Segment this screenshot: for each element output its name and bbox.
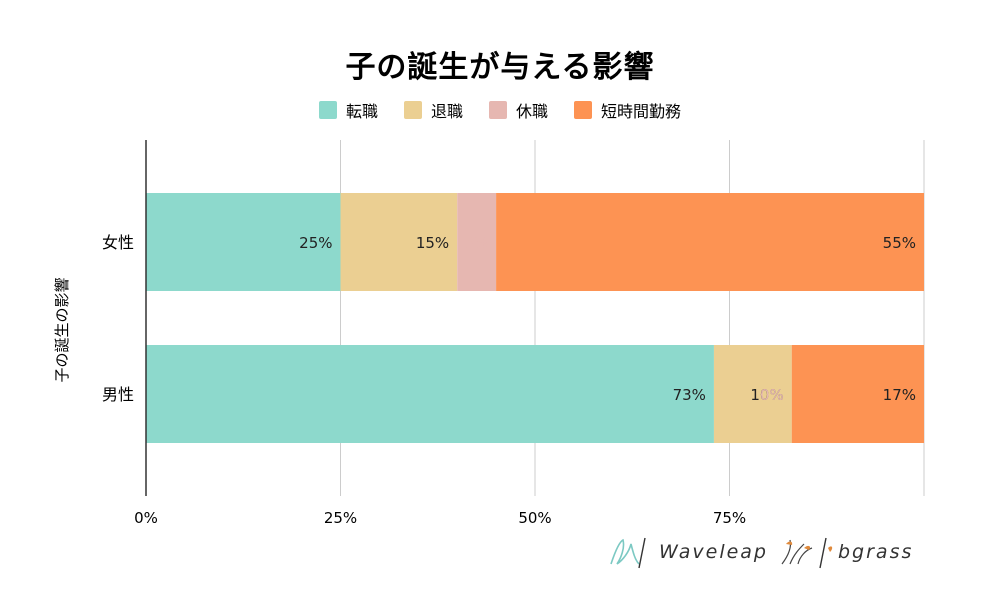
legend-label-1: 転職 — [345, 102, 378, 121]
data-label-1-3: 17% — [883, 386, 916, 404]
category-label-0: 女性 — [102, 233, 134, 252]
legend-item-1: 転職 — [318, 98, 378, 122]
legend-item-3: 休職 — [489, 98, 548, 122]
waveleap-logo-text: Waveleap — [659, 541, 768, 563]
bar-segment-1-1 — [713, 345, 792, 443]
footer-logos: Waveleap bgrass — [605, 532, 913, 572]
legend-item-2: 退職 — [403, 98, 463, 122]
bar-segment-0-3 — [496, 193, 924, 291]
legend-swatch-2 — [403, 101, 422, 119]
legend-swatch-4 — [574, 101, 593, 119]
bar-segment-0-0 — [146, 193, 341, 291]
x-tick-label-3: 75% — [713, 509, 746, 527]
bgrass-logo: bgrass — [778, 534, 913, 570]
bar-segment-0-1 — [340, 193, 458, 291]
legend-label-3: 休職 — [516, 102, 549, 121]
data-label-0-1: 15% — [416, 234, 449, 252]
data-label-1-2: 0% — [760, 386, 784, 404]
data-label-0-2: 5% — [464, 234, 488, 252]
legend-swatch-1 — [318, 101, 337, 119]
bar-segment-0-2 — [457, 193, 497, 291]
bgrass-logo-mark — [781, 537, 833, 569]
data-label-1-0: 73% — [673, 386, 706, 404]
data-label-0-0: 25% — [299, 234, 332, 252]
x-tick-label-1: 25% — [324, 509, 357, 527]
bar-segment-1-0 — [146, 345, 714, 443]
legend: 転職 退職 休職 短時間勤務 — [0, 98, 1000, 122]
category-label-1: 男性 — [102, 385, 134, 404]
data-label-0-3: 55% — [883, 234, 916, 252]
waveleap-logo: Waveleap — [605, 534, 768, 570]
y-axis-title: 子の誕生の影響 — [53, 277, 71, 382]
legend-swatch-3 — [489, 101, 507, 119]
x-tick-label-0: 0% — [134, 509, 158, 527]
x-tick-label-2: 50% — [518, 509, 551, 527]
bgrass-logo-text: bgrass — [838, 541, 914, 563]
chart-title: 子の誕生が与える影響 — [345, 50, 655, 85]
bar-segment-1-3 — [791, 345, 924, 443]
legend-item-4: 短時間勤務 — [574, 98, 681, 122]
legend-label-2: 退職 — [430, 102, 463, 121]
waveleap-logo-mark — [610, 537, 646, 569]
legend-label-4: 短時間勤務 — [601, 102, 682, 121]
data-label-1-1: 10% — [750, 386, 783, 404]
